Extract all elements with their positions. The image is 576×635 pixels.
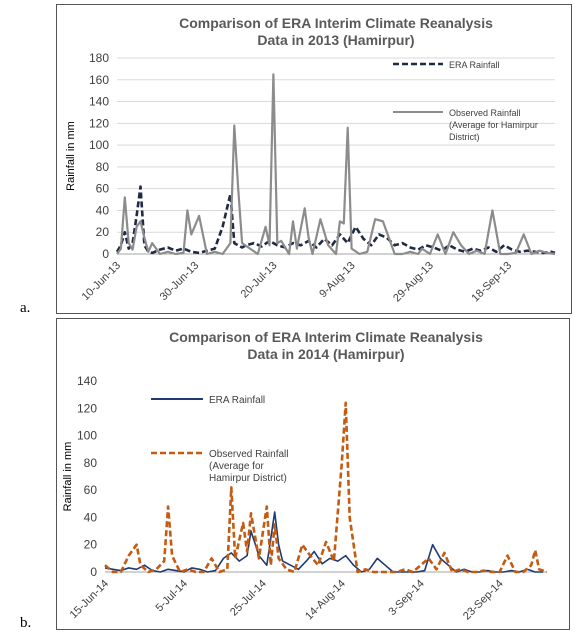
- chart-b-x-tick-label: 14-Aug-14: [303, 578, 348, 623]
- chart-b-legend-label: (Average for: [209, 461, 265, 472]
- chart-b-y-tick-label: 40: [84, 510, 98, 524]
- chart-a-x-tick-label: 20-Jul-13: [239, 260, 280, 301]
- chart-a-y-tick-label: 60: [96, 182, 110, 196]
- chart-a-y-tick-label: 100: [89, 138, 109, 152]
- chart-b-y-tick-label: 140: [77, 374, 97, 388]
- chart-b-frame: Comparison of ERA Interim Climate Reanal…: [56, 318, 570, 630]
- chart-b-y-tick-label: 100: [77, 429, 97, 443]
- chart-b-x-tick-label: 23-Sep-14: [461, 578, 506, 623]
- chart-b-y-axis-label: Rainfall in mm: [62, 442, 74, 512]
- chart-a-y-tick-label: 120: [89, 116, 109, 130]
- chart-b-legend-label: Observed Rainfall: [209, 449, 288, 460]
- chart-b-y-tick-label: 80: [84, 456, 98, 470]
- chart-a-y-tick-label: 160: [89, 73, 109, 87]
- chart-b-title-line: Comparison of ERA Interim Climate Reanal…: [169, 329, 483, 345]
- chart-b-legend-label: Hamirpur District): [209, 473, 287, 484]
- chart-a-title-line: Comparison of ERA Interim Climate Reanal…: [179, 15, 493, 31]
- chart-a-x-tick-label: 18-Sep-13: [469, 260, 514, 305]
- chart-b-x-tick-label: 3-Sep-14: [386, 578, 426, 618]
- chart-a-series-0-line: [115, 185, 556, 255]
- chart-a-x-tick-label: 9-Aug-13: [317, 260, 357, 300]
- chart-a-y-tick-label: 180: [89, 51, 109, 65]
- chart-b-x-tick-label: 5-Jul-14: [153, 578, 190, 615]
- panel-label-b: b.: [20, 615, 32, 631]
- chart-a-x-tick-label: 10-Jun-13: [80, 260, 124, 304]
- chart-a-legend-label: Observed Rainfall: [449, 108, 521, 118]
- chart-a-legend-label: District): [449, 132, 480, 142]
- chart-b: Comparison of ERA Interim Climate Reanal…: [62, 329, 548, 623]
- chart-b-y-tick-label: 20: [84, 538, 98, 552]
- chart-a-frame: Comparison of ERA Interim Climate Reanal…: [56, 4, 572, 314]
- chart-a-legend-label: (Average for Hamirpur: [449, 120, 538, 130]
- chart-b-series-1-line: [104, 401, 548, 574]
- chart-a-title-line: Data in 2013 (Hamirpur): [257, 32, 414, 48]
- chart-a-y-tick-label: 140: [89, 95, 109, 109]
- chart-a-y-tick-label: 40: [96, 203, 110, 217]
- chart-a-y-tick-label: 80: [96, 160, 110, 174]
- chart-a-series-1-line: [116, 73, 556, 256]
- chart-a-x-tick-label: 29-Aug-13: [391, 260, 436, 305]
- chart-b-y-tick-label: 0: [90, 565, 97, 579]
- chart-a-y-tick-label: 0: [102, 247, 109, 261]
- chart-b-title-line: Data in 2014 (Hamirpur): [247, 346, 404, 362]
- chart-a-x-tick-label: 30-Jun-13: [158, 260, 202, 304]
- chart-b-legend-label: ERA Rainfall: [209, 395, 265, 406]
- panel-label-a: a.: [20, 300, 31, 316]
- chart-b-x-tick-label: 25-Jul-14: [228, 578, 269, 619]
- chart-a: Comparison of ERA Interim Climate Reanal…: [65, 15, 556, 305]
- chart-b-x-tick-label: 15-Jun-14: [68, 578, 112, 622]
- chart-a-legend-label: ERA Rainfall: [449, 60, 500, 70]
- chart-a-y-axis-label: Rainfall in mm: [65, 121, 77, 191]
- chart-b-y-tick-label: 120: [77, 401, 97, 415]
- chart-b-y-tick-label: 60: [84, 483, 98, 497]
- chart-a-y-tick-label: 20: [96, 225, 110, 239]
